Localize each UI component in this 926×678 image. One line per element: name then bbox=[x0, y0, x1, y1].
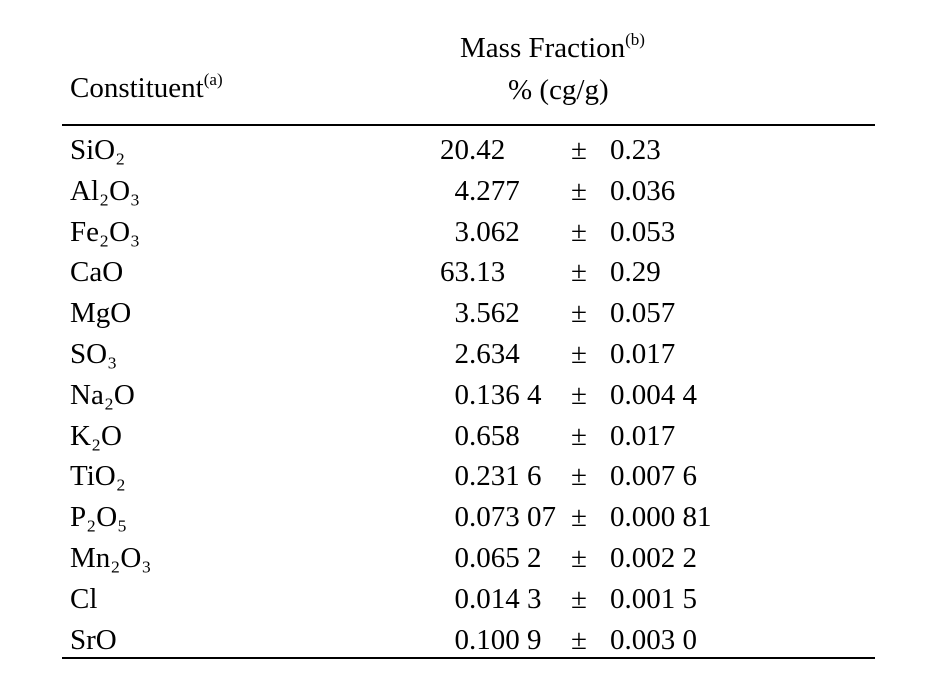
mass-fraction: 4.277 bbox=[454, 174, 520, 207]
plus-minus: ± bbox=[571, 174, 587, 207]
mass-fraction: 3.062 bbox=[454, 215, 520, 248]
top-rule bbox=[62, 124, 875, 126]
mass-fraction: 0.658 bbox=[454, 419, 520, 452]
uncertainty: 0.057 bbox=[610, 297, 676, 330]
constituent: SO₃ bbox=[70, 338, 118, 370]
uncertainty: 0.003 0 bbox=[610, 623, 697, 656]
uncertainty: 0.004 4 bbox=[610, 378, 697, 411]
header-text: Mass Fraction bbox=[460, 32, 626, 64]
plus-minus: ± bbox=[571, 419, 587, 452]
uncertainty: 0.23 bbox=[610, 134, 661, 166]
footnote-mark: (a) bbox=[203, 70, 223, 89]
mass-fraction: 20.42 bbox=[440, 134, 506, 166]
header-text: Constituent bbox=[70, 72, 204, 104]
uncertainty: 0.017 bbox=[610, 419, 676, 452]
mass-fraction: 0.136 4 bbox=[454, 378, 542, 411]
uncertainty: 0.017 bbox=[610, 338, 676, 370]
uncertainty: 0.000 81 bbox=[610, 501, 712, 534]
mass-fraction: 0.231 6 bbox=[454, 460, 542, 493]
mass-fraction: 0.100 9 bbox=[454, 623, 542, 656]
uncertainty: 0.053 bbox=[610, 215, 676, 248]
constituent: SrO bbox=[70, 623, 117, 656]
constituent: SiO₂ bbox=[70, 134, 126, 166]
constituent: MgO bbox=[70, 297, 132, 330]
constituent: TiO₂ bbox=[70, 460, 126, 493]
constituent: Fe₂O₃ bbox=[70, 215, 141, 248]
constituent: Mn₂O₃ bbox=[70, 542, 152, 574]
plus-minus: ± bbox=[571, 460, 587, 493]
plus-minus: ± bbox=[571, 623, 587, 656]
plus-minus: ± bbox=[571, 501, 587, 534]
plus-minus: ± bbox=[571, 297, 587, 330]
uncertainty: 0.001 5 bbox=[610, 582, 697, 615]
mass-fraction: 0.014 3 bbox=[454, 582, 542, 615]
mass-fraction: 0.073 07 bbox=[454, 501, 557, 534]
plus-minus: ± bbox=[571, 338, 587, 370]
mass-fraction: 63.13 bbox=[440, 256, 506, 289]
uncertainty: 0.29 bbox=[610, 256, 661, 289]
constituent: P₂O₅ bbox=[70, 501, 128, 534]
plus-minus: ± bbox=[571, 256, 587, 289]
uncertainty: 0.036 bbox=[610, 174, 676, 207]
constituent: Cl bbox=[70, 582, 98, 615]
constituent: Na₂O bbox=[70, 378, 135, 411]
plus-minus: ± bbox=[571, 582, 587, 615]
plus-minus: ± bbox=[571, 215, 587, 248]
plus-minus: ± bbox=[571, 378, 587, 411]
bottom-rule bbox=[62, 657, 875, 659]
uncertainty: 0.007 6 bbox=[610, 460, 697, 493]
mass-fraction: 0.065 2 bbox=[454, 542, 542, 574]
plus-minus: ± bbox=[571, 134, 587, 166]
constituent-header: Constituent(a) bbox=[70, 71, 223, 104]
constituent: K₂O bbox=[70, 419, 122, 452]
mass-fraction-header: Mass Fraction(b) bbox=[460, 31, 645, 64]
mass-fraction: 3.562 bbox=[454, 297, 520, 330]
unit-header: % (cg/g) bbox=[508, 74, 609, 106]
constituent: Al₂O₃ bbox=[70, 174, 141, 207]
mass-fraction: 2.634 bbox=[454, 338, 520, 370]
footnote-mark: (b) bbox=[625, 30, 645, 49]
uncertainty: 0.002 2 bbox=[610, 542, 697, 574]
constituent: CaO bbox=[70, 256, 124, 289]
plus-minus: ± bbox=[571, 542, 587, 574]
